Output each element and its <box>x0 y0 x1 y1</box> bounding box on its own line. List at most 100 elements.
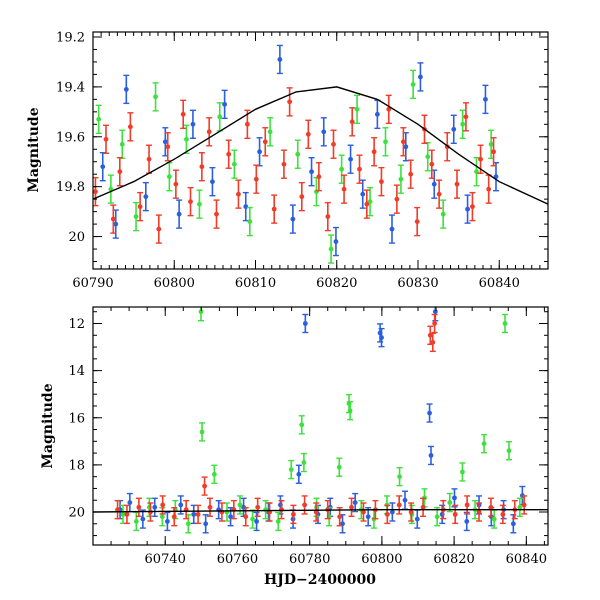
data-point <box>371 149 377 155</box>
data-point <box>247 219 253 225</box>
data-point <box>429 161 435 167</box>
data-point <box>127 500 133 505</box>
data-point <box>211 471 217 477</box>
data-point <box>203 521 209 527</box>
data-point <box>331 141 336 147</box>
data-point <box>290 216 296 222</box>
y-tick-label: 16 <box>68 411 85 426</box>
data-point <box>243 514 249 520</box>
x-tick-label: 60820 <box>316 276 357 291</box>
data-point <box>379 179 384 185</box>
data-point <box>379 335 384 341</box>
data-point <box>398 176 404 182</box>
data-point <box>299 194 305 200</box>
data-point <box>176 211 182 217</box>
data-point <box>463 114 469 120</box>
data-point <box>434 514 440 520</box>
y-tick-label: 20 <box>68 506 85 521</box>
data-point <box>275 519 281 524</box>
data-point <box>432 309 438 315</box>
data-point <box>396 502 402 508</box>
data-point <box>488 504 494 510</box>
data-point <box>295 151 301 157</box>
x-tick-label: 60790 <box>72 276 113 291</box>
data-point <box>347 408 353 414</box>
data-point <box>156 226 162 232</box>
bottom-ticks: 60740 60760 60780 60800 60820 60840 12 14 16 18 20 <box>68 307 548 567</box>
data-point <box>360 191 366 197</box>
data-point <box>425 154 431 160</box>
data-point <box>262 139 268 145</box>
data-point <box>166 174 172 180</box>
data-point <box>506 448 512 454</box>
data-point <box>171 514 177 520</box>
data-point <box>96 116 102 122</box>
data-point <box>191 511 197 517</box>
data-point <box>454 181 460 187</box>
data-point <box>231 161 237 167</box>
data-point <box>418 74 423 80</box>
data-point <box>237 502 243 508</box>
data-point <box>136 504 142 510</box>
x-tick-label: 60780 <box>289 552 330 567</box>
data-point <box>299 422 305 428</box>
data-point <box>389 509 395 515</box>
data-point <box>420 504 426 510</box>
data-point <box>408 509 414 515</box>
data-point <box>103 136 109 142</box>
x-tick-label: 60800 <box>154 276 195 291</box>
y-tick-label: 19.4 <box>56 80 85 95</box>
data-point <box>491 149 496 155</box>
data-point <box>465 206 470 212</box>
data-point <box>386 106 392 112</box>
data-point <box>152 504 158 510</box>
top-ticks: 60790 60800 60810 60820 60830 60840 19.2 19.4 19… <box>56 30 549 291</box>
data-point <box>486 186 492 192</box>
data-point <box>309 169 314 175</box>
data-point <box>451 126 457 132</box>
data-point <box>337 514 343 520</box>
data-point <box>153 94 158 100</box>
data-point <box>199 429 205 435</box>
data-point <box>402 497 408 503</box>
data-point <box>432 321 438 326</box>
data-point <box>436 191 442 197</box>
data-point <box>124 511 130 517</box>
data-point <box>243 204 249 210</box>
data-point <box>357 166 362 172</box>
data-point <box>277 57 283 62</box>
x-tick-label: 60800 <box>361 552 402 567</box>
data-point <box>222 101 228 107</box>
data-point <box>352 500 358 505</box>
data-point <box>117 169 123 175</box>
data-point <box>431 181 437 187</box>
data-point <box>410 81 416 87</box>
data-point <box>271 206 277 212</box>
bottom-panel: 60740 60760 60780 60800 60820 60840 12 14 16 18 20… <box>40 306 549 588</box>
data-point <box>460 121 466 127</box>
data-point <box>210 179 215 185</box>
y-tick-label: 12 <box>68 317 85 332</box>
data-point <box>367 199 373 205</box>
data-point <box>464 502 470 508</box>
data-point <box>287 99 293 105</box>
data-point <box>257 149 262 155</box>
data-point <box>340 521 345 527</box>
data-point <box>291 511 296 517</box>
data-point <box>301 460 307 465</box>
data-point <box>302 321 308 326</box>
data-point <box>199 164 205 170</box>
data-point <box>178 502 184 508</box>
series-1 <box>99 44 499 257</box>
data-point <box>226 151 232 157</box>
data-point <box>452 511 458 517</box>
data-point <box>110 216 116 222</box>
x-tick-label: 60810 <box>235 276 276 291</box>
data-point <box>316 174 322 180</box>
data-point <box>165 144 171 150</box>
data-point <box>214 211 219 217</box>
series-1 <box>117 307 526 534</box>
series-3 <box>114 313 528 527</box>
data-point <box>137 204 143 210</box>
data-point <box>414 516 420 522</box>
